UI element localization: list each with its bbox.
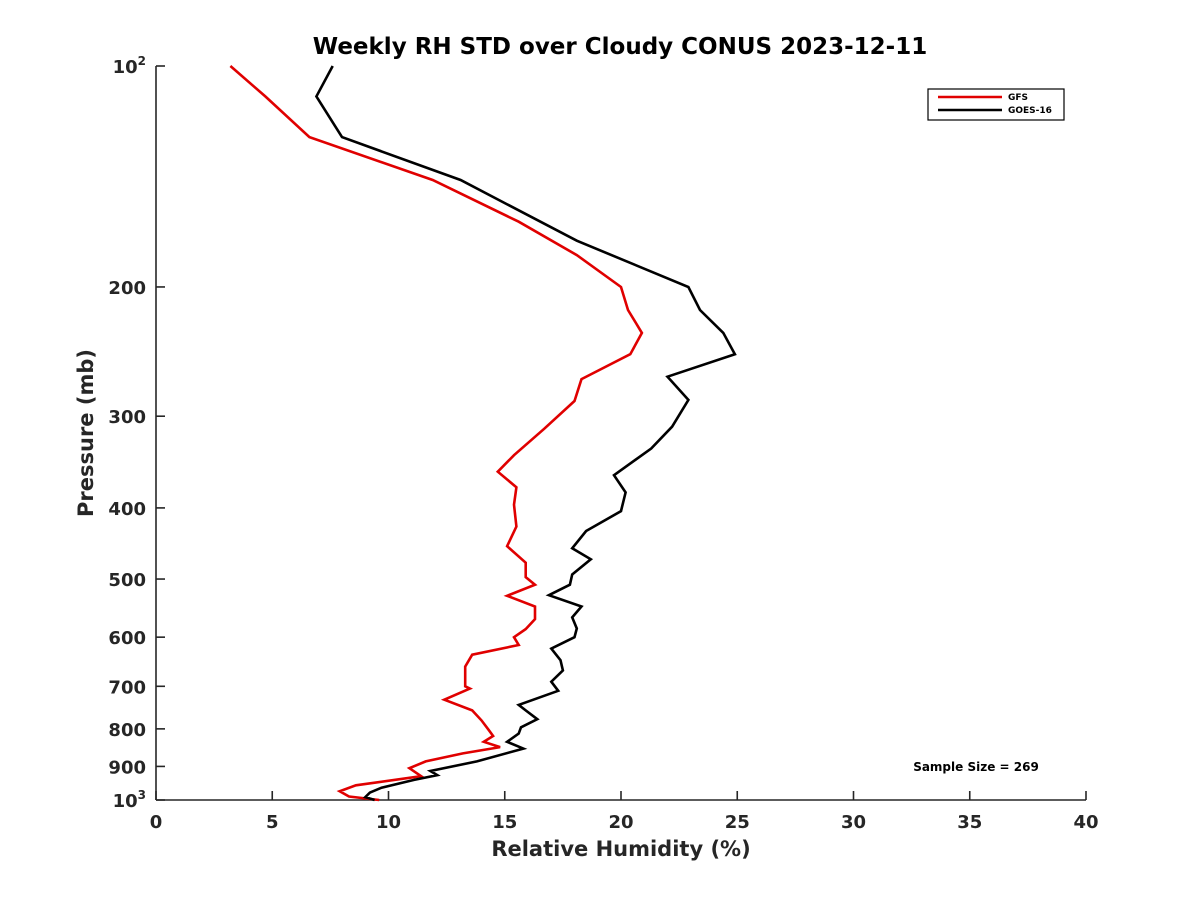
legend-box — [927, 88, 1065, 121]
legend-label-goes16: GOES-16 — [1008, 106, 1052, 116]
x-tick-label: 10 — [376, 812, 401, 833]
x-tick-label: 15 — [492, 812, 517, 833]
y-tick-exponent: 3 — [138, 788, 146, 802]
y-tick-label: 900 — [108, 757, 146, 778]
x-tick-label: 30 — [841, 812, 866, 833]
series-line-gfs — [229, 65, 644, 802]
plot-area: 0 5 10 15 20 25 30 35 40 10220030040050060070080… — [108, 54, 1098, 833]
x-tick-label: 20 — [608, 812, 633, 833]
sample-size-annotation: Sample Size = 269 — [913, 760, 1039, 774]
y-tick-label: 700 — [108, 677, 146, 698]
x-tick-label: 5 — [266, 812, 279, 833]
y-tick-label: 400 — [108, 499, 146, 520]
y-axis-label: Pressure (mb) — [74, 349, 98, 517]
y-tick-label: 600 — [108, 628, 146, 649]
y-tick-base: 10 — [113, 57, 138, 78]
legend: GFS GOES-16 — [927, 88, 1065, 121]
y-tick-label: 102 — [113, 54, 146, 78]
x-tick-label: 40 — [1073, 812, 1098, 833]
legend-label-gfs: GFS — [1008, 93, 1028, 103]
y-tick-label: 800 — [108, 720, 146, 741]
x-tick-label: 0 — [150, 812, 163, 833]
y-tick-label: 200 — [108, 278, 146, 299]
x-tick-label: 25 — [725, 812, 750, 833]
y-tick-label: 500 — [108, 570, 146, 591]
series-lines — [229, 65, 737, 802]
series-line-goes16 — [314, 65, 737, 802]
x-ticks: 0 5 10 15 20 25 30 35 40 — [150, 791, 1099, 833]
y-tick-exponent: 2 — [138, 54, 146, 68]
chart-title: Weekly RH STD over Cloudy CONUS 2023-12-… — [313, 34, 927, 60]
x-tick-label: 35 — [957, 812, 982, 833]
x-axis-label: Relative Humidity (%) — [491, 837, 750, 861]
y-tick-label: 103 — [113, 788, 146, 812]
y-tick-label: 300 — [108, 407, 146, 428]
y-tick-base: 10 — [113, 791, 138, 812]
